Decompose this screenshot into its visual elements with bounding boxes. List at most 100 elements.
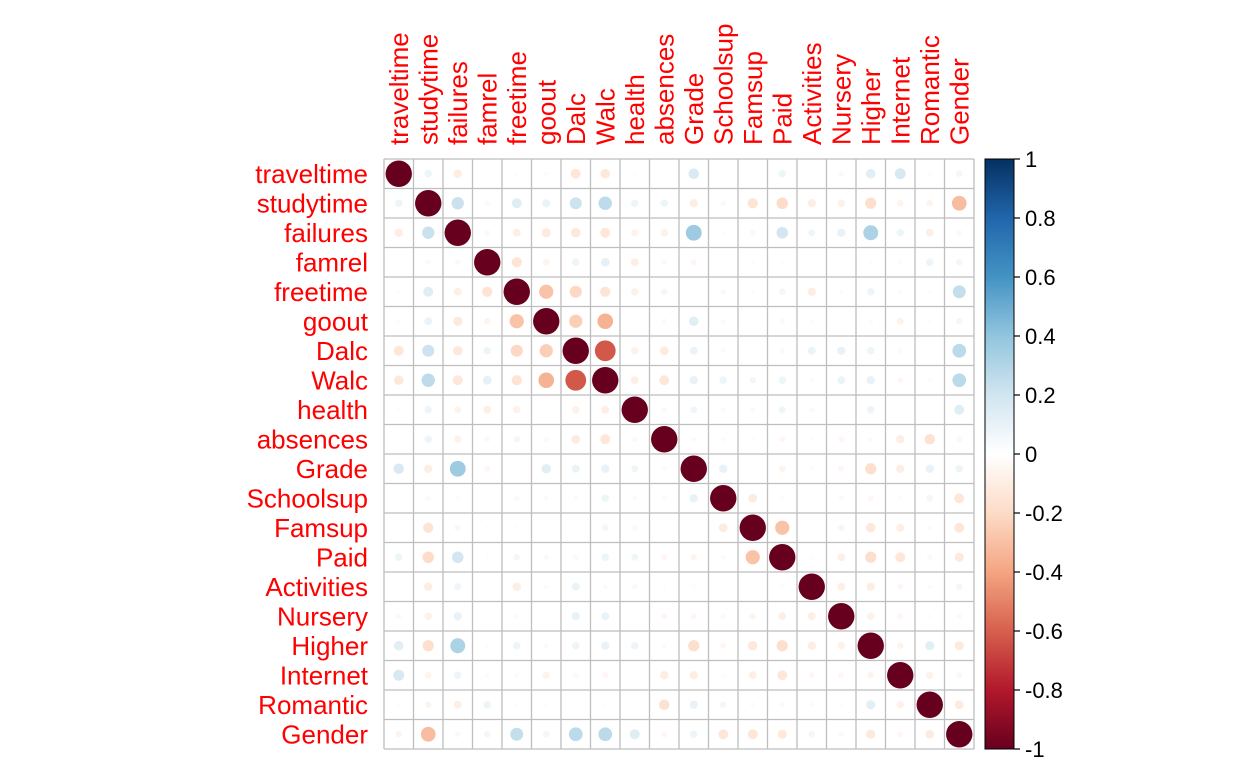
- corr-circle-Grade-failures: [449, 460, 466, 477]
- corr-circle-Schoolsup-traveltime: [397, 496, 401, 500]
- corr-circle-famrel-traveltime: [397, 260, 401, 264]
- corr-circle-Nursery-Romantic: [927, 614, 932, 619]
- corr-circle-studytime-Famsup: [747, 198, 758, 209]
- corr-circle-studytime-Nursery: [837, 199, 845, 207]
- corr-circle-Activities-Higher: [866, 582, 875, 591]
- column-label-Activities: Activities: [797, 42, 827, 145]
- corr-circle-goout-Romantic: [927, 319, 932, 324]
- corr-circle-famrel-Schoolsup: [721, 260, 725, 264]
- corr-circle-Gender-Nursery: [838, 731, 844, 737]
- column-label-Romantic: Romantic: [915, 35, 945, 145]
- corr-circle-Famsup-Romantic: [927, 525, 933, 531]
- corr-circle-famrel-studytime: [425, 259, 431, 265]
- corr-circle-studytime-freetime: [511, 198, 522, 209]
- corr-circle-Walc-Dalc: [565, 369, 587, 391]
- corr-circle-absences-Activities: [809, 437, 814, 442]
- column-label-Famsup: Famsup: [738, 51, 768, 145]
- corr-circle-Famsup-Famsup: [739, 514, 766, 541]
- corr-circle-freetime-absences: [661, 288, 668, 295]
- corr-circle-studytime-Grade: [689, 199, 698, 208]
- corr-circle-absences-Internet: [896, 435, 905, 444]
- corr-circle-Activities-Activities: [798, 573, 825, 600]
- corr-circle-Dalc-goout: [539, 344, 553, 358]
- corr-circle-Activities-Schoolsup: [721, 585, 725, 589]
- corr-circle-Romantic-Walc: [603, 702, 608, 707]
- row-label-absences: absences: [257, 424, 368, 454]
- colorbar-tick-label: 0: [1025, 442, 1037, 467]
- corr-circle-absences-Famsup: [750, 437, 755, 442]
- corr-circle-Romantic-Gender: [954, 700, 964, 710]
- corr-circle-failures-Internet: [896, 229, 904, 237]
- colorbar-tick-label: -1: [1025, 737, 1045, 762]
- corr-circle-goout-failures: [453, 316, 463, 326]
- corr-circle-freetime-Walc: [600, 286, 611, 297]
- corr-circle-Walc-Higher: [866, 376, 875, 385]
- corr-circle-failures-Activities: [808, 229, 816, 237]
- corr-circle-Gender-Gender: [946, 721, 973, 748]
- corr-circle-Walc-Gender: [952, 373, 967, 388]
- corr-circle-Paid-Schoolsup: [720, 554, 726, 560]
- corr-circle-health-freetime: [513, 406, 521, 414]
- corr-circle-Romantic-absences: [658, 699, 670, 711]
- row-label-Grade: Grade: [296, 454, 368, 484]
- row-label-Walc: Walc: [311, 365, 368, 395]
- corr-circle-Gender-health: [629, 729, 640, 740]
- corr-circle-Higher-Romantic: [925, 641, 935, 651]
- corr-circle-Activities-Paid: [780, 584, 785, 589]
- corr-circle-absences-freetime: [513, 436, 520, 443]
- column-label-famrel: famrel: [472, 73, 502, 145]
- corr-circle-Famsup-Internet: [896, 523, 905, 532]
- corr-circle-Paid-Paid: [769, 544, 796, 571]
- corr-circle-traveltime-Higher: [865, 168, 876, 179]
- corr-circle-Walc-Paid: [778, 376, 786, 384]
- corr-circle-Internet-Higher: [867, 672, 874, 679]
- corr-circle-Romantic-Dalc: [574, 703, 578, 707]
- corr-circle-Walc-health: [630, 376, 639, 385]
- corr-circle-Walc-freetime: [511, 375, 522, 386]
- corr-circle-studytime-traveltime: [395, 199, 403, 207]
- corr-circle-health-Gender: [954, 404, 965, 415]
- corr-circle-Internet-traveltime: [393, 669, 405, 681]
- corr-circle-traveltime-Romantic: [927, 171, 932, 176]
- column-label-Internet: Internet: [885, 56, 915, 145]
- corr-circle-studytime-Paid: [776, 197, 788, 209]
- corr-circle-Grade-Paid: [779, 465, 786, 472]
- corr-circle-Romantic-studytime: [425, 701, 432, 708]
- corr-circle-Nursery-Famsup: [749, 613, 756, 620]
- corr-circle-Schoolsup-freetime: [514, 495, 520, 501]
- corr-circle-goout-health: [633, 319, 637, 323]
- colorbar-tick-label: -0.8: [1025, 678, 1063, 703]
- corr-circle-Schoolsup-Gender: [954, 493, 965, 504]
- corr-circle-Gender-famrel: [484, 731, 491, 738]
- corr-circle-Dalc-health: [631, 347, 639, 355]
- corr-circle-studytime-famrel: [484, 200, 490, 206]
- corr-circle-famrel-Nursery: [839, 260, 843, 264]
- corr-circle-Walc-traveltime: [393, 375, 404, 386]
- corr-circle-studytime-studytime: [415, 190, 442, 217]
- corr-circle-Nursery-studytime: [424, 612, 432, 620]
- corr-circle-Dalc-Dalc: [562, 337, 589, 364]
- corr-circle-Nursery-Gender: [956, 613, 962, 619]
- column-label-failures: failures: [443, 61, 473, 145]
- row-label-Activities: Activities: [265, 572, 368, 602]
- corr-circle-Schoolsup-Grade: [689, 494, 698, 503]
- corr-circle-Paid-health: [631, 553, 639, 561]
- corr-circle-Walc-Grade: [689, 376, 698, 385]
- corr-circle-studytime-Dalc: [569, 197, 582, 210]
- corr-circle-famrel-famrel: [474, 249, 501, 276]
- corr-circle-famrel-Dalc: [572, 258, 580, 266]
- corr-circle-Paid-Grade: [690, 554, 697, 561]
- corr-circle-famrel-failures: [455, 259, 461, 265]
- corr-circle-Gender-traveltime: [395, 731, 402, 738]
- corr-circle-Dalc-traveltime: [393, 345, 404, 356]
- corr-circle-Grade-Schoolsup: [719, 464, 728, 473]
- corr-circle-goout-Internet: [896, 317, 904, 325]
- row-label-Famsup: Famsup: [274, 513, 368, 543]
- corr-circle-Activities-Famsup: [751, 585, 755, 589]
- corr-circle-Dalc-Grade: [689, 346, 698, 355]
- corr-circle-Dalc-absences: [659, 346, 669, 356]
- corr-circle-Romantic-Nursery: [839, 702, 844, 707]
- corr-circle-Walc-Activities: [809, 377, 815, 383]
- matrix-grid: [383, 158, 975, 750]
- corr-circle-health-health: [621, 396, 648, 423]
